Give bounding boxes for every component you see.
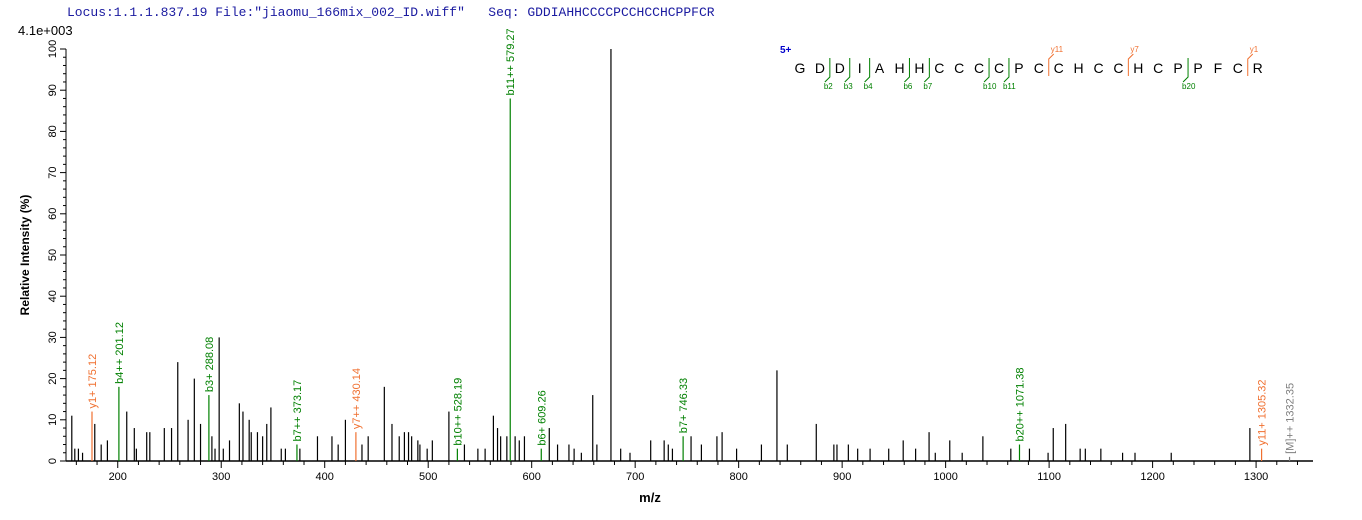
residue: H bbox=[1074, 60, 1084, 76]
residue: C bbox=[994, 60, 1004, 76]
x-tick-label: 400 bbox=[316, 471, 334, 483]
x-tick-label: 300 bbox=[212, 471, 230, 483]
peak-label: b4++ 201.12 bbox=[114, 322, 126, 384]
residue: H bbox=[914, 60, 924, 76]
b-ion-label: b7 bbox=[923, 82, 932, 91]
residue: C bbox=[934, 60, 944, 76]
peak-label: y7++ 430.14 bbox=[351, 368, 363, 429]
b-ion-cleavage bbox=[904, 58, 910, 83]
residue: F bbox=[1214, 60, 1223, 76]
b-ion-label: b2 bbox=[824, 82, 833, 91]
x-tick-label: 600 bbox=[523, 471, 541, 483]
peak-label: b3+ 288.08 bbox=[204, 337, 216, 392]
peak-label: b7+ 746.33 bbox=[678, 378, 690, 433]
peak-label: b7++ 373.17 bbox=[292, 380, 304, 442]
residue: P bbox=[1193, 60, 1202, 76]
x-tick-label: 1200 bbox=[1140, 471, 1164, 483]
residue: C bbox=[1113, 60, 1123, 76]
file-name: File:"jiaomu_166mix_002_ID.wiff" bbox=[215, 5, 465, 20]
residue: C bbox=[1093, 60, 1103, 76]
residue: P bbox=[1173, 60, 1182, 76]
b-ion-cleavage bbox=[824, 58, 831, 83]
x-tick-label: 1100 bbox=[1037, 471, 1061, 483]
x-axis-title: m/z bbox=[639, 490, 661, 505]
b-ion-cleavage bbox=[844, 58, 851, 83]
y-tick-label: 100 bbox=[47, 40, 59, 58]
y-tick-label: 60 bbox=[47, 208, 59, 220]
y-tick-label: 40 bbox=[47, 290, 59, 302]
residue: C bbox=[954, 60, 964, 76]
y-tick-label: 0 bbox=[47, 458, 59, 464]
y-axis-title: Relative Intensity (%) bbox=[18, 195, 32, 316]
b-ion-cleavage bbox=[1003, 58, 1010, 83]
y-ion-cleavage bbox=[1247, 53, 1254, 76]
residue: D bbox=[835, 60, 845, 76]
b-ion-cleavage bbox=[983, 58, 990, 83]
b-ion-label: b20 bbox=[1182, 82, 1196, 91]
b-ion-cleavage bbox=[1182, 58, 1189, 83]
peak-label: b11++ 579.27 bbox=[505, 28, 517, 95]
residue: P bbox=[1014, 60, 1023, 76]
x-tick-label: 900 bbox=[833, 471, 851, 483]
x-tick-label: 1000 bbox=[933, 471, 957, 483]
b-ion-cleavage bbox=[923, 58, 930, 83]
intensity-scale: 4.1e+003 bbox=[18, 23, 73, 38]
sequence: GDDIAHHCCCCPCCHCCHCPPFCR bbox=[527, 5, 715, 20]
residue: C bbox=[1054, 60, 1064, 76]
y-tick-label: 20 bbox=[47, 372, 59, 384]
residue: I bbox=[858, 60, 862, 76]
y-tick-label: 10 bbox=[47, 414, 59, 426]
residue: G bbox=[795, 60, 806, 76]
seq-label: Seq: bbox=[488, 5, 520, 20]
residue: C bbox=[1233, 60, 1243, 76]
x-tick-label: 1300 bbox=[1244, 471, 1268, 483]
y-tick-label: 30 bbox=[47, 331, 59, 343]
y-tick-label: 80 bbox=[47, 125, 59, 137]
x-tick-label: 700 bbox=[626, 471, 644, 483]
residue: A bbox=[875, 60, 885, 76]
peak-label: b10++ 528.19 bbox=[452, 378, 464, 446]
b-ion-label: b6 bbox=[903, 82, 912, 91]
peak-label: [M]++ 1332.35 bbox=[1285, 383, 1297, 454]
b-ion-label: b4 bbox=[864, 82, 873, 91]
peak-label: b6+ 609.26 bbox=[536, 390, 548, 445]
b-ion-label: b3 bbox=[844, 82, 853, 91]
y-tick-label: 50 bbox=[47, 249, 59, 261]
x-tick-label: 800 bbox=[729, 471, 747, 483]
charge-state: 5+ bbox=[780, 45, 792, 56]
spectrum-header: Locus:1.1.1.837.19 File:"jiaomu_166mix_0… bbox=[67, 5, 715, 20]
y-ion-cleavage bbox=[1048, 53, 1055, 76]
y-tick-label: 90 bbox=[47, 84, 59, 96]
y-ion-label: y11 bbox=[1051, 45, 1064, 54]
x-tick-label: 200 bbox=[109, 471, 127, 483]
y-ion-label: y1 bbox=[1250, 45, 1259, 54]
peak-label: b20++ 1071.38 bbox=[1014, 367, 1026, 441]
x-tick-label: 500 bbox=[419, 471, 437, 483]
y-ion-label: y7 bbox=[1130, 45, 1139, 54]
residue: C bbox=[1153, 60, 1163, 76]
peak-label: y11+ 1305.32 bbox=[1257, 379, 1269, 445]
locus: Locus:1.1.1.837.19 bbox=[67, 5, 208, 20]
y-tick-label: 70 bbox=[47, 166, 59, 178]
residue: D bbox=[815, 60, 825, 76]
b-ion-label: b10 bbox=[983, 82, 997, 91]
b-ion-cleavage bbox=[864, 58, 871, 83]
peak-label: y1+ 175.12 bbox=[87, 354, 99, 409]
y-ion-cleavage bbox=[1127, 53, 1134, 76]
residue: H bbox=[894, 60, 904, 76]
residue: R bbox=[1253, 60, 1263, 76]
residue: C bbox=[974, 60, 984, 76]
residue: C bbox=[1034, 60, 1044, 76]
b-ion-label: b11 bbox=[1003, 82, 1016, 91]
residue: H bbox=[1133, 60, 1143, 76]
